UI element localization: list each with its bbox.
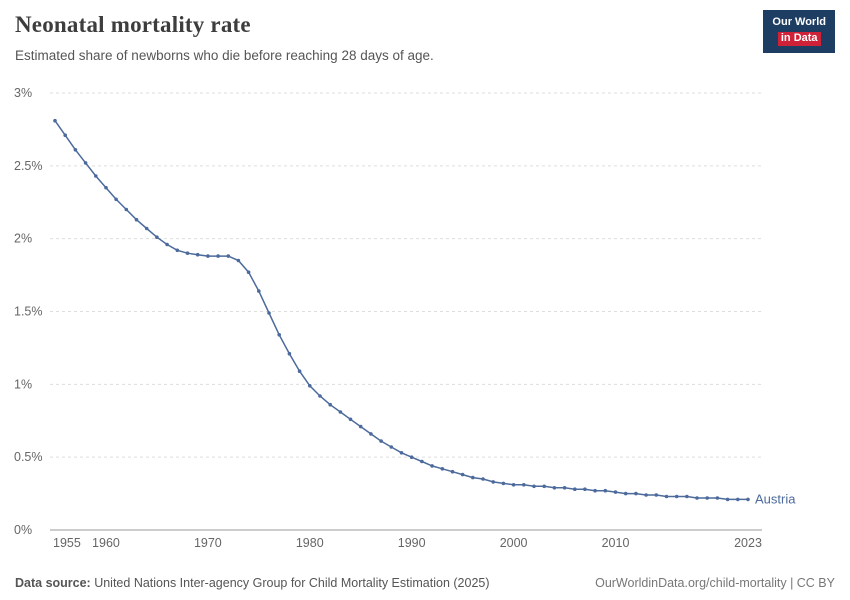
data-point[interactable] (522, 483, 526, 487)
data-point[interactable] (144, 226, 149, 231)
y-tick-label: 1% (14, 377, 32, 391)
data-point[interactable] (746, 497, 750, 502)
owid-logo[interactable]: Our World in Data (763, 10, 835, 53)
data-point[interactable] (287, 351, 292, 356)
data-point[interactable] (124, 207, 129, 212)
data-point[interactable] (73, 148, 78, 152)
data-point[interactable] (185, 251, 190, 255)
y-tick-label: 1.5% (14, 305, 43, 319)
data-point[interactable] (328, 402, 333, 407)
data-point[interactable] (358, 424, 363, 429)
data-point[interactable] (644, 493, 648, 497)
y-tick-label: 0.5% (14, 450, 43, 464)
x-tick-label: 2010 (602, 536, 630, 550)
data-point[interactable] (399, 451, 404, 455)
data-point[interactable] (705, 496, 709, 500)
data-point[interactable] (623, 491, 628, 496)
data-source-text: United Nations Inter-agency Group for Ch… (90, 576, 490, 590)
y-tick-label: 3% (14, 86, 32, 100)
data-point[interactable] (246, 270, 251, 274)
citation-link[interactable]: OurWorldinData.org/child-mortality | CC … (595, 576, 835, 590)
data-point[interactable] (267, 311, 271, 315)
data-point[interactable] (114, 197, 118, 202)
data-point[interactable] (297, 369, 302, 374)
data-point[interactable] (725, 497, 730, 502)
x-tick-label: 1970 (194, 536, 222, 550)
data-point[interactable] (715, 496, 720, 500)
x-tick-label: 1955 (53, 536, 81, 550)
data-point[interactable] (63, 133, 67, 137)
data-point[interactable] (562, 486, 567, 490)
data-point[interactable] (420, 459, 424, 464)
chart-footer: Data source: United Nations Inter-agency… (15, 576, 835, 590)
data-point[interactable] (491, 480, 496, 484)
data-point[interactable] (460, 472, 465, 477)
x-tick-label: 2023 (734, 536, 762, 550)
data-point[interactable] (318, 394, 322, 398)
data-point[interactable] (634, 491, 638, 496)
page-title: Neonatal mortality rate (15, 12, 251, 37)
data-point[interactable] (736, 497, 740, 502)
data-point[interactable] (450, 469, 455, 474)
data-point[interactable] (236, 258, 241, 263)
x-tick-label: 2000 (500, 536, 528, 550)
data-point[interactable] (613, 490, 618, 494)
data-point[interactable] (226, 254, 231, 258)
data-point[interactable] (552, 486, 557, 490)
owid-logo-line1: Our World (772, 16, 826, 28)
data-point[interactable] (685, 494, 689, 499)
y-tick-label: 2% (14, 232, 32, 246)
series-end-label[interactable]: Austria (755, 491, 796, 506)
data-point[interactable] (532, 484, 536, 489)
data-point[interactable] (369, 432, 373, 436)
data-point[interactable] (409, 455, 414, 460)
data-point[interactable] (430, 464, 434, 468)
data-point[interactable] (695, 496, 699, 500)
data-point[interactable] (389, 445, 394, 449)
chart-header: Neonatal mortality rate Estimated share … (15, 12, 750, 63)
data-source-label: Data source: (15, 576, 91, 590)
x-tick-label: 1990 (398, 536, 426, 550)
data-source-note: Data source: United Nations Inter-agency… (15, 576, 490, 590)
data-point[interactable] (83, 161, 88, 165)
line-chart[interactable]: 0% 0.5% 1% 1.5% 2% 2.5% 3% 1955 1960 1970 1980 1990… (0, 85, 850, 565)
data-point[interactable] (175, 248, 180, 253)
data-point[interactable] (338, 410, 343, 414)
data-point[interactable] (573, 487, 577, 492)
data-point[interactable] (94, 174, 98, 178)
data-point[interactable] (440, 467, 445, 471)
data-point[interactable] (471, 475, 475, 480)
data-point[interactable] (664, 494, 669, 499)
x-tick-label: 1980 (296, 536, 324, 550)
data-point[interactable] (481, 477, 485, 481)
data-point[interactable] (257, 289, 261, 293)
data-point[interactable] (603, 488, 608, 493)
x-tick-label: 1960 (92, 536, 120, 550)
data-point[interactable] (104, 185, 108, 190)
data-point[interactable] (348, 417, 353, 422)
data-point[interactable] (308, 384, 312, 388)
data-point[interactable] (216, 254, 220, 258)
data-point[interactable] (53, 118, 57, 123)
owid-logo-line2: in Data (777, 31, 821, 46)
data-point[interactable] (511, 483, 516, 487)
data-point[interactable] (654, 493, 659, 497)
data-point[interactable] (165, 242, 169, 247)
data-point[interactable] (379, 439, 383, 443)
y-tick-label: 0% (14, 523, 32, 537)
chart-subtitle: Estimated share of newborns who die befo… (15, 48, 434, 63)
data-point[interactable] (155, 235, 159, 239)
series-line (54, 120, 748, 501)
data-point[interactable] (134, 217, 139, 222)
data-point[interactable] (583, 487, 587, 492)
data-point[interactable] (501, 481, 506, 486)
y-tick-label: 2.5% (14, 159, 43, 173)
data-point[interactable] (674, 494, 679, 499)
data-point[interactable] (542, 484, 546, 489)
data-point[interactable] (206, 254, 210, 258)
data-point[interactable] (195, 252, 200, 257)
data-point[interactable] (593, 488, 597, 493)
data-point[interactable] (277, 333, 282, 337)
